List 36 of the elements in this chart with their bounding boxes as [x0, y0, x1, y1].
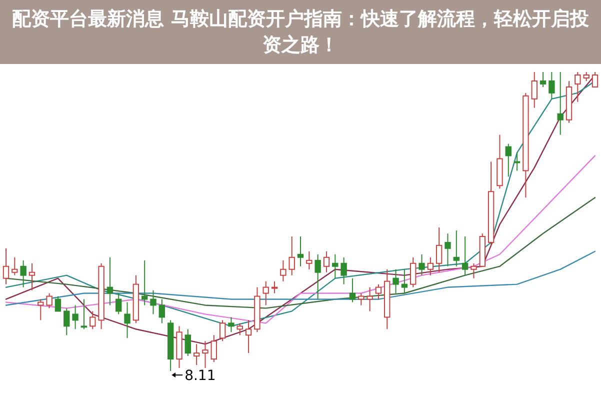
candlestick [2, 248, 10, 285]
candlestick [418, 254, 425, 276]
annotation: 8.11 [184, 368, 216, 384]
candlestick [392, 268, 399, 294]
candlestick [202, 340, 208, 369]
candlestick [262, 280, 269, 306]
candlestick [306, 250, 312, 270]
candlestick [366, 286, 373, 312]
candlestick [557, 72, 564, 136]
candlestick [444, 232, 451, 267]
candlestick [436, 226, 442, 273]
candlestick [323, 250, 330, 273]
candlestick [106, 256, 114, 306]
candlestick [228, 316, 234, 333]
candlestick [20, 260, 26, 288]
candlestick [332, 254, 338, 279]
candlestick [340, 256, 347, 285]
candlestick [158, 298, 166, 324]
candlestick [314, 254, 321, 300]
candlestick [245, 320, 252, 354]
candlestick [124, 302, 130, 339]
candlestick [72, 304, 78, 330]
candlestick [401, 268, 408, 294]
chart-title: 配资平台最新消息 马鞍山配资开户指南：快速了解流程，轻松开启投资之路！ [0, 0, 601, 64]
candlestick [28, 262, 36, 291]
candlestick [462, 236, 468, 276]
candlestick [427, 256, 434, 276]
candlestick [531, 72, 538, 108]
candlestick [280, 260, 286, 282]
candlestick [288, 236, 295, 276]
candlestick [193, 344, 200, 366]
candlestick [548, 72, 555, 100]
candlestick [176, 326, 182, 369]
candlestick [453, 230, 460, 267]
candlestick [297, 236, 304, 267]
candlestick [384, 268, 390, 330]
